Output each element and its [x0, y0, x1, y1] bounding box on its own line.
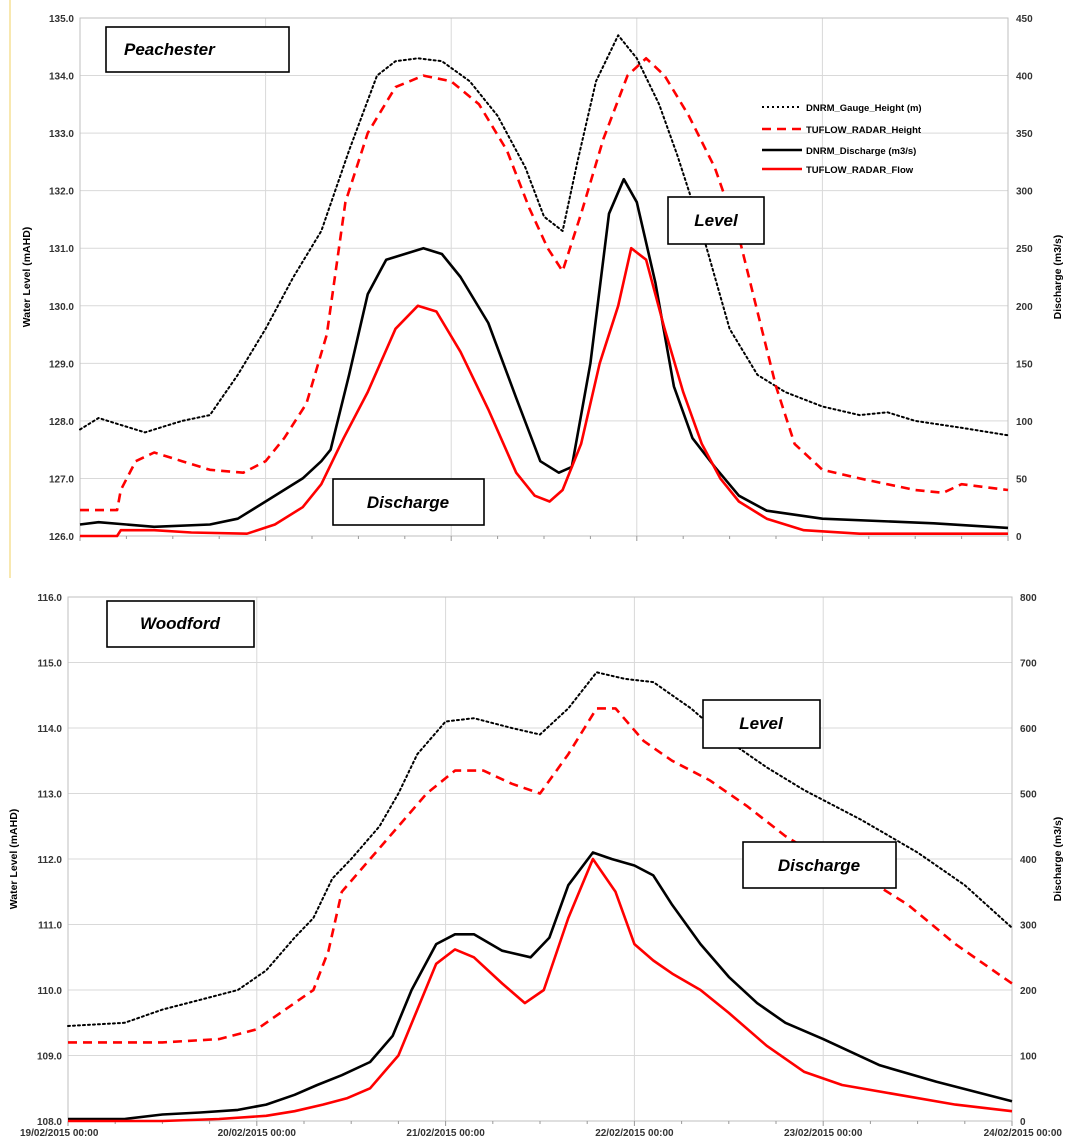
right-tick-label: 350	[1016, 129, 1033, 140]
right-tick-label: 500	[1020, 790, 1037, 801]
right-tick-label: 250	[1016, 244, 1033, 255]
left-tick-label: 109.0	[37, 1052, 62, 1063]
peachester-level-box: Level	[667, 196, 765, 245]
legend-entry-radar-flow: TUFLOW_RADAR_Flow	[762, 165, 914, 176]
left-tick-label: 126.0	[49, 532, 74, 543]
right-tick-label: 0	[1020, 1117, 1026, 1128]
svg-text:Level: Level	[694, 211, 739, 230]
left-tick-label: 111.0	[38, 921, 62, 932]
x-tick-label: 24/02/2015 00:00	[984, 1128, 1063, 1139]
right-tick-label: 100	[1020, 1052, 1037, 1063]
right-tick-label: 800	[1020, 593, 1037, 604]
svg-text:TUFLOW_RADAR_Height: TUFLOW_RADAR_Height	[806, 125, 922, 136]
series-line-tuflow-radar-height	[80, 56, 1009, 512]
left-tick-label: 113.0	[38, 790, 63, 801]
left-tick-label: 108.0	[37, 1117, 62, 1128]
peachester-left-ticks: 126.0 127.0 128.0 129.0 130.0 131.0 132.0 133.0…	[49, 14, 74, 543]
peachester-site-box: Peachester	[105, 26, 290, 73]
svg-text:Discharge: Discharge	[778, 856, 860, 875]
series-line-tuflow-radar-height	[68, 707, 1013, 1044]
woodford-ylabel: Water Level (mAHD)	[8, 809, 20, 910]
woodford-left-ticks: 108.0 109.0 110.0 111.0 112.0 113.0 114.0 115.0…	[37, 593, 62, 1128]
x-tick-label: 19/02/2015 00:00	[20, 1128, 99, 1139]
woodford-y2label: Discharge (m3/s)	[1052, 817, 1064, 902]
right-tick-label: 700	[1020, 659, 1037, 670]
woodford-x-ticks: 19/02/2015 00:00 20/02/2015 00:00 21/02/20…	[20, 1121, 1062, 1139]
left-tick-label: 133.0	[49, 129, 74, 140]
left-tick-label: 134.0	[49, 72, 74, 83]
right-tick-label: 0	[1016, 532, 1022, 543]
peachester-discharge-box: Discharge	[332, 478, 485, 526]
svg-text:Woodford: Woodford	[140, 614, 221, 633]
woodford-level-box: Level	[702, 699, 821, 749]
right-tick-label: 600	[1020, 724, 1037, 735]
peachester-x-minor-ticks	[79, 536, 1009, 541]
svg-text:DNRM_Discharge (m3/s): DNRM_Discharge (m3/s)	[806, 146, 916, 157]
woodford-right-ticks: 0 100 200 300 400 500 600 700 800	[1020, 593, 1037, 1128]
svg-text:Level: Level	[739, 714, 784, 733]
left-tick-label: 116.0	[38, 593, 63, 604]
legend-entry-radar-height: TUFLOW_RADAR_Height	[762, 125, 922, 136]
right-tick-label: 150	[1016, 359, 1033, 370]
left-tick-label: 114.0	[38, 724, 63, 735]
legend-entry-gauge-height: DNRM_Gauge_Height (m)	[762, 103, 922, 114]
woodford-chart: 108.0 109.0 110.0 111.0 112.0 113.0 114.0 115.0…	[8, 593, 1064, 1139]
legend-entry-discharge: DNRM_Discharge (m3/s)	[762, 146, 916, 157]
peachester-chart: 126.0 127.0 128.0 129.0 130.0 131.0 132.0 133.0…	[21, 14, 1064, 543]
right-tick-label: 400	[1016, 72, 1033, 83]
series-line-dnrm-gauge-height-m	[79, 34, 1009, 437]
right-tick-label: 100	[1016, 417, 1033, 428]
right-tick-label: 200	[1020, 986, 1037, 997]
right-tick-label: 50	[1016, 474, 1028, 485]
woodford-discharge-box: Discharge	[742, 841, 897, 889]
x-tick-label: 21/02/2015 00:00	[406, 1128, 485, 1139]
peachester-plot-area	[79, 17, 1009, 537]
right-tick-label: 400	[1020, 855, 1037, 866]
right-tick-label: 200	[1016, 302, 1033, 313]
peachester-gridlines	[79, 17, 1009, 537]
series-line-tuflow-radar-flow	[68, 857, 1013, 1123]
right-tick-label: 300	[1020, 921, 1037, 932]
left-tick-label: 112.0	[38, 855, 63, 866]
series-line-dnrm-gauge-height-m	[67, 671, 1013, 1027]
left-tick-label: 130.0	[49, 302, 74, 313]
peachester-y2label: Discharge (m3/s)	[1052, 235, 1064, 320]
left-tick-label: 132.0	[49, 187, 74, 198]
series-line-dnrm-discharge-m3-s	[68, 851, 1013, 1121]
left-tick-label: 128.0	[49, 417, 74, 428]
left-tick-label: 127.0	[49, 474, 74, 485]
peachester-ylabel: Water Level (mAHD)	[21, 227, 33, 328]
left-tick-label: 135.0	[49, 14, 74, 25]
right-tick-label: 450	[1016, 14, 1033, 25]
x-tick-label: 22/02/2015 00:00	[595, 1128, 674, 1139]
left-tick-label: 110.0	[38, 986, 63, 997]
woodford-series	[67, 671, 1013, 1123]
right-tick-label: 300	[1016, 187, 1033, 198]
left-tick-label: 115.0	[38, 659, 63, 670]
left-tick-label: 131.0	[49, 244, 74, 255]
x-tick-label: 20/02/2015 00:00	[218, 1128, 297, 1139]
svg-text:DNRM_Gauge_Height (m): DNRM_Gauge_Height (m)	[806, 103, 922, 114]
left-tick-label: 129.0	[49, 359, 74, 370]
series-line-dnrm-discharge-m3-s	[79, 177, 1009, 530]
peachester-legend: DNRM_Gauge_Height (m) TUFLOW_RADAR_Heigh…	[762, 103, 922, 176]
woodford-site-box: Woodford	[106, 600, 255, 648]
peachester-right-ticks: 0 50 100 150 200 250 300 350 400 450	[1016, 14, 1033, 543]
svg-text:Discharge: Discharge	[367, 493, 449, 512]
svg-text:TUFLOW_RADAR_Flow: TUFLOW_RADAR_Flow	[806, 165, 914, 176]
series-line-tuflow-radar-flow	[80, 246, 1008, 538]
svg-text:Peachester: Peachester	[124, 40, 216, 59]
x-tick-label: 23/02/2015 00:00	[784, 1128, 863, 1139]
peachester-series	[79, 34, 1009, 538]
